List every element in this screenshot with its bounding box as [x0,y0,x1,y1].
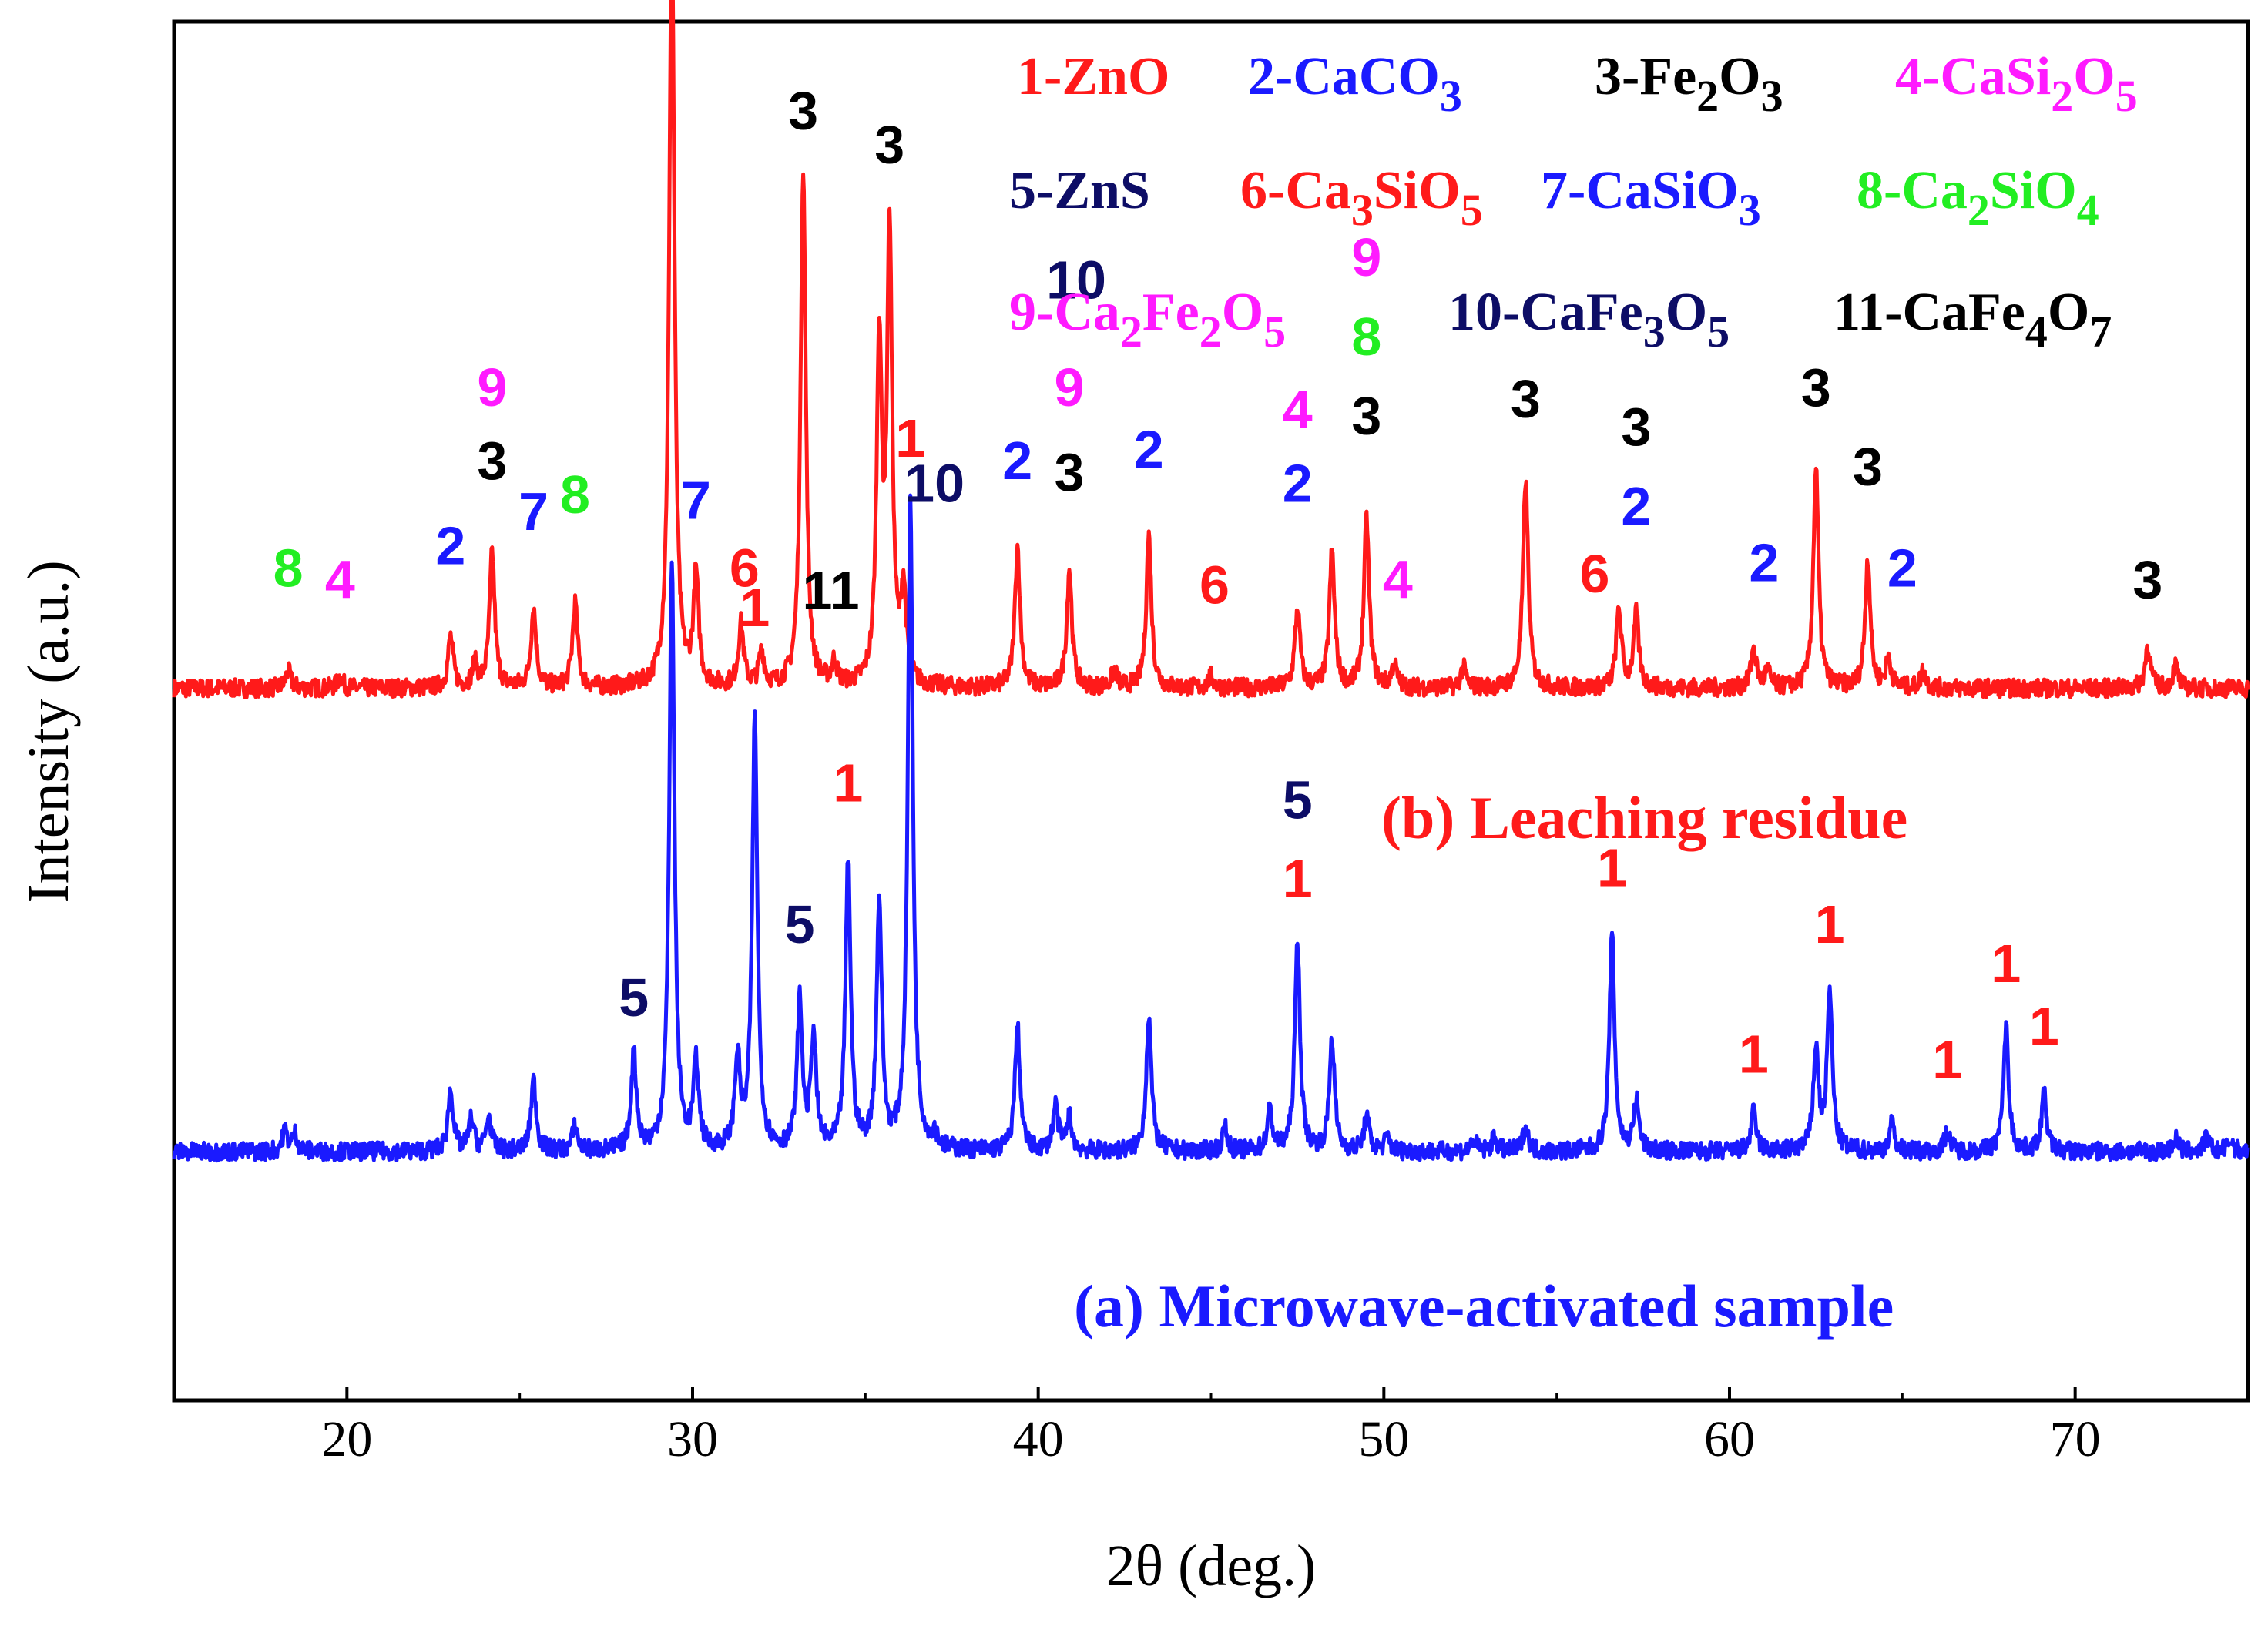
peak-label: 2 [1283,454,1313,514]
peak-label: 1 [2029,996,2059,1056]
peak-label: 3 [1621,397,1651,457]
peak-label: 9 [477,357,507,417]
peak-label: 1 [740,578,770,638]
peak-label: 3 [1853,437,1883,497]
series-line-microwave-activated [172,493,2250,1163]
x-axis-ticks: 20 30 40 50 60 70 [321,1387,2101,1467]
peak-label: 1 [1991,934,2021,994]
legend-entry-4: 4-CaSi2​O5​ [1895,47,2138,121]
peak-label: 3 [788,80,818,140]
series-label-microwave-activated: (a) Microwave-activated sample [1074,1273,1894,1340]
x-tick-label: 40 [1013,1411,1064,1467]
peak-label: 1 [895,408,925,468]
peak-label: 4 [1383,549,1413,609]
legend-entry-11: 11-CaFe4​O7​ [1834,283,2112,357]
series-line-leaching-residue [172,0,2250,699]
x-tick-label: 30 [667,1411,718,1467]
peak-label: 2 [1002,431,1032,491]
peak-label: 3 [874,114,904,174]
peak-label: 10 [904,454,965,514]
x-tick-label: 20 [321,1411,372,1467]
peak-label: 6 [1199,555,1230,615]
peak-label: 3 [477,431,507,491]
peak-label: 3 [1055,442,1085,502]
peak-label: 6 [730,538,760,599]
legend-entry-3: 3-Fe2​O3​ [1595,47,1783,121]
legend-entry-8: 8-Ca2​SiO4​ [1857,161,2099,235]
legend-entry-9: 9-Ca2​Fe2​O5​ [1009,283,1286,357]
legend-entry-5: 5-ZnS [1009,161,1150,220]
peak-label: 5 [1283,770,1313,830]
peak-label: 1 [833,753,863,813]
x-tick-label: 50 [1358,1411,1409,1467]
legend-entry-1: 1-ZnO [1017,47,1169,106]
peak-label: 6 [1580,544,1610,604]
peak-label: 8 [273,538,304,599]
peak-label: 2 [435,515,465,575]
peak-label: 2 [1887,538,1917,599]
peak-label: 10 [1046,250,1106,310]
peak-label: 5 [785,894,815,954]
x-tick-label: 70 [2050,1411,2101,1467]
peak-label: 1 [1283,849,1313,909]
peak-label: 8 [560,464,590,525]
peak-label: 3 [1511,369,1541,429]
peak-label: 3 [1351,386,1381,446]
series-labels: (b) Leaching residue (a) Microwave-activa… [1074,784,1907,1340]
peak-label: 11 [803,561,860,621]
peak-label: 2 [1749,532,1779,592]
y-axis-title: Intensity (a.u.) [16,560,81,903]
peak-label: 3 [1801,357,1831,417]
peak-label: 2 [1621,476,1651,536]
peak-label: 5 [619,967,649,1028]
peak-label: 7 [681,471,711,531]
x-axis-title: 2θ (deg.) [1106,1534,1317,1598]
series-label-leaching-residue: (b) Leaching residue [1381,784,1907,851]
peak-label: 2 [1134,420,1164,480]
peak-label: 9 [1055,357,1085,417]
legend-entry-6: 6-Ca3​SiO5​ [1240,161,1483,235]
peak-annotations: 8429378427631131021093264298343623233235… [273,80,2163,1090]
peak-label: 8 [1351,307,1381,367]
peak-label: 1 [1932,1030,1962,1090]
peak-label: 7 [518,481,549,542]
peak-label: 4 [325,549,355,609]
legend: 1-ZnO 2-CaCO3​ 3-Fe2​O3​ 4-CaSi2​O5​ 5-ZnS 6-… [1009,47,2138,357]
peak-label: 9 [1351,227,1381,287]
peak-label: 1 [1739,1024,1769,1085]
peak-label: 1 [1597,837,1627,897]
peak-label: 4 [1283,380,1313,440]
peak-label: 1 [1815,894,1845,954]
peak-label: 3 [2132,549,2162,609]
plot-frame [172,19,2250,1403]
series-layer [172,0,2250,1163]
legend-entry-7: 7-CaSiO3​ [1541,161,1761,235]
x-tick-label: 60 [1704,1411,1755,1467]
legend-entry-2: 2-CaCO3​ [1248,47,1462,121]
legend-entry-10: 10-CaFe3​O5​ [1448,283,1730,357]
